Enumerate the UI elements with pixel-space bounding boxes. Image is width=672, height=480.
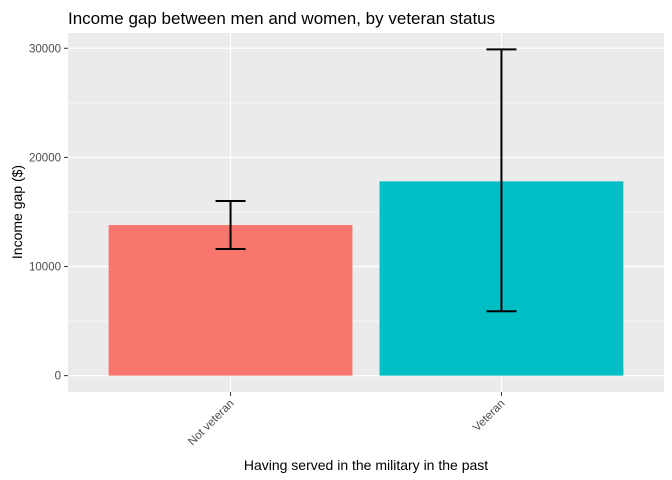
- y-axis-title: Income gap ($): [9, 165, 25, 259]
- x-tick-label: Veteran: [471, 398, 508, 435]
- y-tick-label: 0: [55, 371, 61, 383]
- x-axis: Not veteran Veteran: [186, 392, 508, 449]
- bar-not-veteran: [108, 225, 353, 376]
- error-bar-veteran: [486, 48, 517, 313]
- y-axis: 0 10000 20000 30000: [29, 43, 68, 383]
- y-tick-label: 20000: [29, 152, 61, 164]
- y-tick-label: 10000: [29, 262, 61, 274]
- x-tick-label: Not veteran: [186, 398, 237, 449]
- chart-title: Income gap between men and women, by vet…: [68, 9, 495, 28]
- x-axis-title: Having served in the military in the pas…: [244, 457, 488, 473]
- error-bar-not-veteran: [215, 200, 246, 251]
- y-tick-label: 30000: [29, 43, 61, 55]
- error-bars: [215, 48, 517, 313]
